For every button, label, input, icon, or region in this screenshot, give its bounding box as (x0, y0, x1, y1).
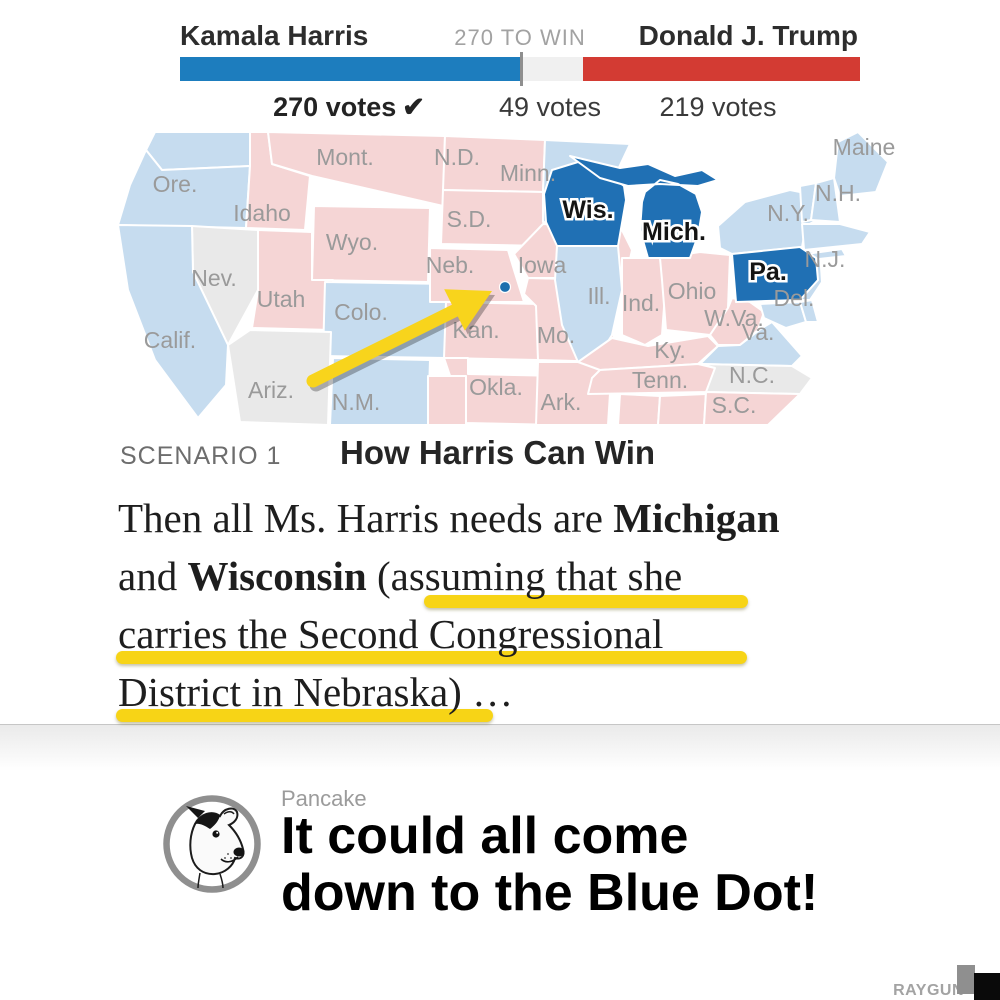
state-label-ore: Ore. (153, 171, 198, 197)
state-label-okla: Okla. (469, 374, 523, 400)
state-md (759, 301, 807, 329)
state-wash (145, 131, 251, 171)
state-label-mich: Mich. (642, 218, 706, 246)
state-mont (267, 131, 446, 207)
state-pa (731, 246, 819, 303)
bar-segment-rep (583, 57, 860, 81)
to-win-label: 270 TO WIN (454, 25, 586, 50)
trump-votes: 219 votes (659, 92, 777, 122)
state-tex (427, 375, 467, 425)
state-del (799, 299, 819, 323)
state-label-ky: Ky. (654, 337, 686, 363)
state-label-colo: Colo. (334, 299, 388, 325)
state-label-va: Va. (742, 319, 775, 345)
state-label-pa: Pa. (749, 258, 787, 286)
state-label-neb: Neb. (426, 252, 475, 278)
state-calif (117, 224, 229, 419)
state-miss (617, 393, 661, 425)
state-sc (703, 391, 801, 425)
scenario-kicker: SCENARIO 1 (120, 442, 282, 470)
state-label-nd: N.D. (434, 144, 480, 170)
state-label-del: Del. (774, 285, 815, 311)
state-label-wis: Wis. (562, 196, 613, 224)
watermark-black-square (974, 973, 1000, 1000)
state-label-nj: N.J. (805, 246, 846, 272)
state-label-mont: Mont. (316, 144, 374, 170)
state-label-sc: S.C. (712, 392, 757, 418)
paragraph-line: District in Nebraska) … (118, 669, 514, 715)
state-nh (810, 177, 841, 223)
state-mass (801, 223, 871, 251)
state-label-maine: Maine (833, 134, 896, 160)
undecided-votes: 49 votes (498, 92, 602, 122)
state-label-iowa: Iowa (518, 252, 567, 278)
dog-avatar-icon (163, 795, 261, 893)
state-label-wva: W.Va. (704, 305, 764, 331)
scenario-paragraph: Then all Ms. Harris needs are Michigan an… (118, 489, 780, 721)
watermark-raygun: RAYGUN (893, 982, 964, 999)
electoral-vote-bar (180, 57, 860, 81)
state-label-mo: Mo. (537, 322, 575, 348)
harris-votes: 270 votes ✔ (273, 92, 425, 122)
bar-270-tick (520, 52, 524, 86)
author-name: Pancake (281, 786, 367, 811)
highlight-underline (424, 595, 748, 608)
state-label-wyo: Wyo. (326, 229, 378, 255)
watermark-gray-square (957, 965, 975, 994)
state-label-sd: S.D. (447, 206, 492, 232)
blue-dot-ne2 (498, 280, 512, 294)
state-mich (569, 155, 719, 259)
state-label-ark: Ark. (541, 389, 582, 415)
state-ala (657, 393, 707, 425)
state-label-ohio: Ohio (668, 278, 717, 304)
state-label-tenn: Tenn. (632, 367, 688, 393)
highlight-underline (116, 709, 493, 722)
state-label-calif: Calif. (144, 327, 196, 353)
section-divider (0, 724, 1000, 725)
state-label-ariz: Ariz. (248, 377, 294, 403)
caption-text: It could all come down to the Blue Dot! (281, 807, 819, 922)
state-label-nm: N.M. (332, 389, 381, 415)
state-ariz (227, 329, 332, 425)
candidate-name-harris: Kamala Harris (180, 20, 369, 51)
annotation-arrow-icon (306, 289, 495, 392)
state-label-ill: Ill. (588, 283, 611, 309)
scenario-title: How Harris Can Win (340, 434, 656, 471)
highlight-underline (116, 651, 747, 664)
state-maine (833, 131, 889, 197)
state-label-nc: N.C. (729, 362, 775, 388)
state-label-utah: Utah (257, 286, 306, 312)
bar-segment-dem (180, 57, 522, 81)
paragraph-line: carries the Second Congressional (118, 611, 664, 657)
divider-shadow (0, 725, 1000, 771)
state-nm (329, 357, 431, 425)
state-label-ny: N.Y. (767, 200, 809, 226)
state-label-nh: N.H. (815, 180, 861, 206)
paragraph-line: Then all Ms. Harris needs are Michigan (118, 495, 780, 541)
check-icon: ✔ (402, 92, 425, 122)
candidate-name-trump: Donald J. Trump (638, 20, 858, 51)
state-label-ind: Ind. (622, 290, 660, 316)
paragraph-line: and Wisconsin (assuming that she (118, 553, 683, 599)
state-label-idaho: Idaho (233, 200, 291, 226)
state-label-nev: Nev. (191, 265, 237, 291)
state-label-minn: Minn. (500, 160, 556, 186)
bar-segment-undecided (521, 57, 584, 81)
us-electoral-map: Ore. Idaho Mont. N.D. S.D. Minn. Wyo. Nev. Utah C… (117, 131, 896, 425)
